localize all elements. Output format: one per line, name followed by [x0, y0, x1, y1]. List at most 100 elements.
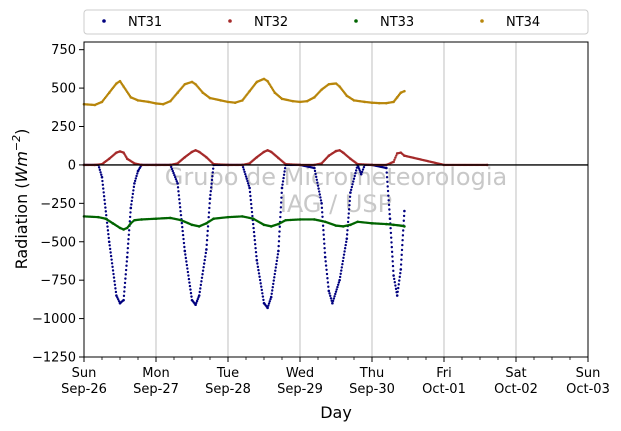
data-point — [389, 226, 392, 230]
data-point — [348, 203, 351, 207]
data-point — [313, 169, 317, 173]
data-point — [283, 167, 287, 170]
data-point — [393, 277, 396, 281]
data-point — [183, 245, 186, 249]
data-point — [111, 265, 114, 269]
data-point — [347, 216, 350, 219]
data-point — [261, 295, 265, 298]
data-point — [199, 283, 203, 287]
data-point — [125, 255, 129, 259]
y-axis-label: Radiation (Wm−2) — [10, 129, 31, 270]
data-point — [331, 301, 334, 305]
data-point — [403, 89, 406, 93]
data-point — [181, 233, 185, 237]
data-point — [201, 273, 204, 276]
x-tick-label-weekday: Fri — [436, 366, 452, 381]
legend-marker-nt31 — [102, 19, 106, 23]
data-point — [107, 240, 111, 244]
data-point — [131, 192, 135, 196]
data-point — [397, 286, 400, 290]
data-point — [280, 186, 284, 190]
x-tick-label-weekday: Wed — [286, 366, 314, 381]
data-point — [127, 238, 130, 241]
data-point — [172, 171, 175, 175]
data-point — [105, 221, 109, 224]
data-point — [184, 253, 187, 256]
data-point — [97, 166, 101, 169]
data-point — [345, 233, 349, 236]
data-point — [130, 203, 133, 206]
data-point — [338, 275, 342, 279]
data-point — [115, 294, 118, 297]
data-point — [109, 254, 113, 258]
data-point — [346, 220, 350, 224]
data-point — [392, 274, 395, 277]
data-point — [260, 285, 263, 288]
data-point — [271, 285, 274, 289]
data-point — [104, 210, 108, 213]
data-point — [316, 181, 319, 184]
data-point — [322, 237, 326, 241]
data-point — [117, 300, 121, 303]
data-point — [211, 174, 214, 178]
data-point — [336, 283, 340, 286]
data-point — [195, 301, 198, 305]
data-point — [353, 174, 356, 178]
x-axis-label: Day — [320, 403, 352, 422]
data-point — [183, 249, 187, 253]
data-point — [339, 272, 342, 275]
data-point — [279, 211, 282, 214]
data-point — [127, 229, 131, 232]
data-point — [246, 179, 249, 183]
data-point — [399, 268, 403, 271]
data-point — [195, 299, 199, 303]
data-point — [123, 286, 126, 289]
data-point — [323, 251, 327, 254]
data-point — [177, 190, 180, 193]
data-point — [386, 189, 390, 193]
data-point — [205, 248, 208, 251]
data-point — [124, 277, 127, 280]
data-point — [266, 306, 269, 310]
data-point — [259, 282, 262, 285]
legend-marker-nt34 — [480, 19, 484, 23]
data-point — [317, 187, 320, 190]
data-point — [111, 269, 115, 272]
data-point — [324, 264, 328, 267]
data-point — [385, 166, 388, 170]
data-point — [205, 243, 208, 247]
data-point — [394, 287, 398, 291]
x-tick-label-date: Oct-03 — [566, 382, 610, 397]
data-point — [400, 258, 403, 261]
data-point — [129, 211, 132, 214]
data-point — [401, 234, 405, 237]
data-point — [184, 256, 188, 260]
data-point — [390, 236, 393, 239]
data-point — [340, 269, 343, 272]
data-point — [243, 170, 246, 174]
data-point — [245, 177, 248, 180]
data-point — [337, 281, 341, 284]
data-point — [390, 250, 394, 254]
series-nt34 — [82, 77, 406, 107]
data-point — [262, 298, 265, 302]
legend-label-nt31: NT31 — [128, 15, 162, 30]
data-point — [387, 194, 390, 197]
data-point — [122, 294, 126, 298]
data-point — [131, 196, 134, 199]
data-point — [248, 186, 251, 190]
data-point — [175, 180, 178, 183]
data-point — [279, 206, 283, 209]
data-point — [278, 225, 281, 228]
data-point — [325, 268, 328, 271]
data-point — [393, 158, 396, 161]
data-point — [182, 241, 186, 245]
data-point — [252, 226, 255, 230]
data-point — [211, 171, 214, 174]
data-point — [318, 193, 321, 196]
data-point — [187, 277, 191, 281]
data-point — [125, 260, 129, 263]
data-point — [206, 234, 209, 237]
data-point — [279, 215, 282, 219]
